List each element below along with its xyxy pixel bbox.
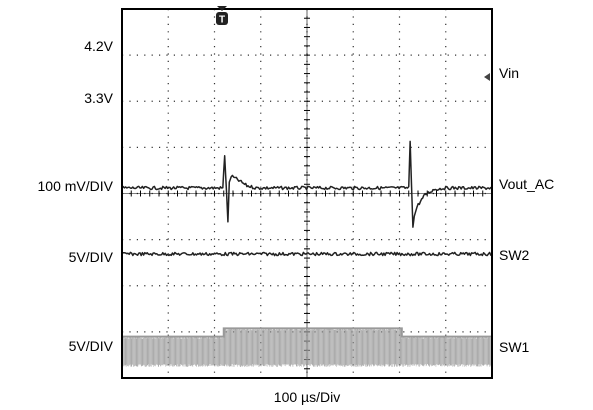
- time-axis-label: 100 µs/Div: [274, 389, 340, 405]
- sw1-scale-label: 5V/DIV: [69, 338, 114, 354]
- vout-scale-label: 100 mV/DIV: [38, 178, 114, 194]
- vin-level-high-label: 4.2V: [84, 38, 113, 54]
- series-label-vin: Vin: [499, 65, 519, 81]
- series-label-vout-ac: Vout_AC: [499, 176, 554, 192]
- series-label-sw1: SW1: [499, 339, 530, 355]
- vin-ground-marker-icon: [484, 73, 490, 81]
- trace-vout-ac: [121, 140, 493, 228]
- plot-frame: [121, 8, 493, 379]
- trace-sw2: [121, 251, 493, 257]
- vin-level-low-label: 3.3V: [84, 90, 113, 106]
- trace-sw1: [122, 327, 492, 367]
- sw1-high-envelope: [123, 327, 491, 338]
- trace-layer: [121, 140, 493, 367]
- sw2-scale-label: 5V/DIV: [69, 249, 114, 265]
- series-label-sw2: SW2: [499, 247, 530, 263]
- graticule: [121, 8, 493, 379]
- trigger-marker: T: [216, 6, 228, 26]
- trigger-label: T: [219, 15, 225, 26]
